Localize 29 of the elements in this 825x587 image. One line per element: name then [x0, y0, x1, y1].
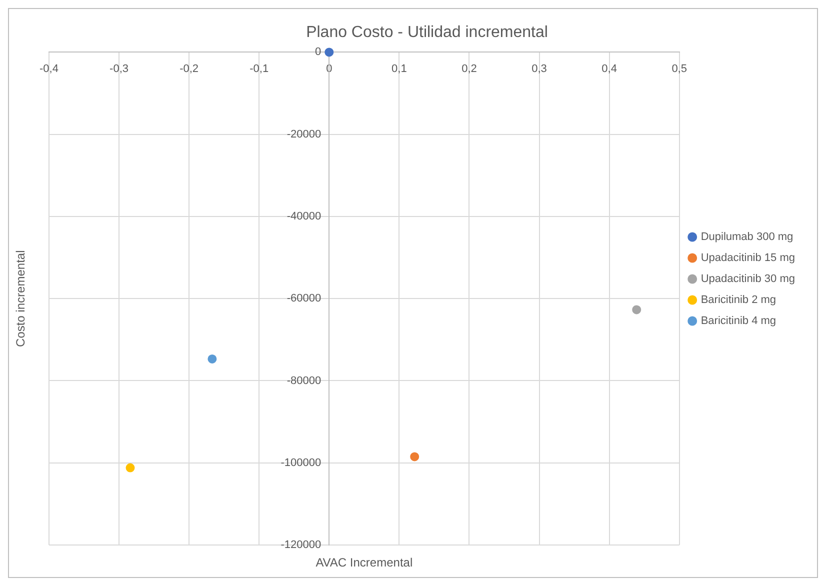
y-tick-label: -60000 — [286, 292, 322, 305]
y-axis-title: Costo incremental — [13, 250, 28, 347]
y-tick-label: -100000 — [280, 456, 322, 469]
x-tick-label: -0,2 — [180, 62, 199, 75]
y-tick-label: 0 — [315, 46, 322, 58]
x-tick-label: -0,1 — [250, 62, 269, 75]
y-tick-label: -120000 — [280, 539, 322, 552]
x-tick-label: -0,3 — [110, 62, 129, 75]
legend-label: Dupilumab 300 mg — [700, 231, 794, 244]
chart-title: Plano Costo - Utilidad incremental — [306, 24, 548, 42]
point — [410, 452, 420, 462]
x-tick-label: 0,4 — [602, 62, 617, 75]
point — [126, 463, 135, 472]
legend-label: Baricitinib 2 mg — [700, 294, 776, 306]
x-axis-title: AVAC Incremental — [316, 555, 413, 570]
x-tick-label: -0,4 — [40, 62, 58, 75]
x-tick-label: 0,3 — [532, 62, 547, 75]
legend-label: Upadacitinib 15 mg — [700, 252, 796, 264]
legend-label: Baricitinib 4 mg — [700, 315, 776, 328]
x-tick-label: 0,1 — [392, 62, 407, 75]
y-tick-label: -40000 — [286, 210, 322, 222]
point — [324, 48, 334, 57]
y-tick-label: -20000 — [286, 128, 322, 140]
point — [632, 305, 642, 314]
point — [208, 354, 217, 364]
legend-label: Upadacitinib 30 mg — [700, 273, 796, 286]
x-tick-label: 0,2 — [462, 62, 477, 75]
x-tick-label: 0,5 — [672, 62, 687, 75]
y-tick-label: -80000 — [286, 374, 322, 387]
